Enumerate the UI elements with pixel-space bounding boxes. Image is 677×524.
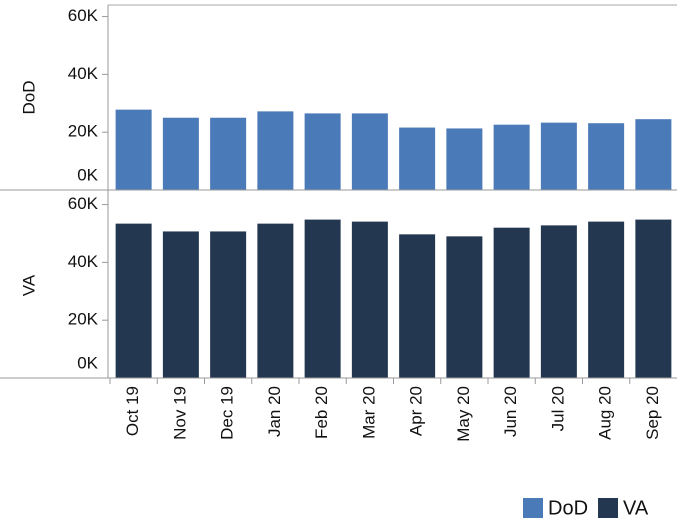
y-tick-label: 40K xyxy=(68,64,99,83)
panel-label: VA xyxy=(19,274,38,296)
x-tick-label: Sep 20 xyxy=(643,386,662,440)
bar xyxy=(115,109,152,190)
bar xyxy=(635,219,672,378)
x-tick-label: Apr 20 xyxy=(407,386,426,436)
legend-swatch xyxy=(598,498,619,518)
bar xyxy=(493,124,530,190)
bar xyxy=(162,117,199,190)
bar xyxy=(540,122,577,190)
bar xyxy=(635,119,672,190)
bar xyxy=(399,127,436,190)
y-tick-label: 0K xyxy=(77,353,98,372)
bar xyxy=(304,113,341,190)
y-tick-label: 40K xyxy=(68,252,99,271)
x-tick-label: Jul 20 xyxy=(548,386,567,431)
bar xyxy=(446,128,483,190)
y-tick-label: 60K xyxy=(68,194,99,213)
x-tick-label: Feb 20 xyxy=(312,386,331,439)
bar xyxy=(588,221,625,378)
bar xyxy=(304,219,341,378)
legend-label: VA xyxy=(623,497,649,519)
legend-label: DoD xyxy=(548,497,588,519)
x-tick-label: Aug 20 xyxy=(596,386,615,440)
bar xyxy=(399,234,436,378)
bar xyxy=(351,113,388,190)
bar xyxy=(540,225,577,378)
y-tick-label: 0K xyxy=(77,165,98,184)
y-tick-label: 20K xyxy=(68,310,99,329)
x-tick-label: Nov 19 xyxy=(170,386,189,440)
x-tick-label: Jun 20 xyxy=(501,386,520,437)
y-tick-label: 20K xyxy=(68,122,99,141)
bar xyxy=(493,227,530,378)
panel-label: DoD xyxy=(19,80,38,114)
x-tick-label: May 20 xyxy=(454,386,473,442)
bar xyxy=(162,231,199,378)
x-tick-label: Mar 20 xyxy=(359,386,378,439)
bar xyxy=(351,221,388,378)
bar xyxy=(210,231,247,378)
legend-swatch xyxy=(523,498,543,518)
bar xyxy=(446,236,483,378)
x-tick-label: Dec 19 xyxy=(218,386,237,440)
bar xyxy=(257,111,294,190)
bar xyxy=(210,117,247,190)
x-tick-label: Jan 20 xyxy=(265,386,284,437)
bar xyxy=(588,123,625,190)
bar xyxy=(115,223,152,378)
y-tick-label: 60K xyxy=(68,6,99,25)
x-tick-label: Oct 19 xyxy=(123,386,142,436)
bar xyxy=(257,223,294,378)
